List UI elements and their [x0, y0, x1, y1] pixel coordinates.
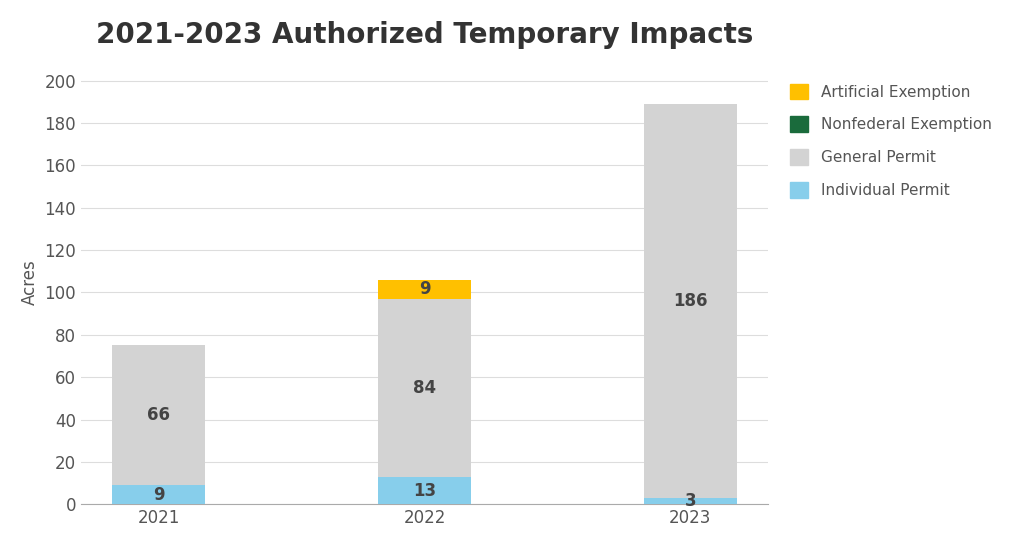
- Text: 3: 3: [684, 492, 696, 510]
- Bar: [113, 345, 205, 485]
- Text: 84: 84: [413, 379, 436, 397]
- Bar: [378, 299, 471, 477]
- Bar: [644, 104, 737, 498]
- Bar: [113, 485, 205, 504]
- Text: 9: 9: [153, 486, 165, 504]
- Title: 2021-2023 Authorized Temporary Impacts: 2021-2023 Authorized Temporary Impacts: [96, 21, 754, 49]
- Text: 9: 9: [419, 281, 430, 298]
- Y-axis label: Acres: Acres: [20, 259, 39, 305]
- Text: 13: 13: [413, 482, 436, 500]
- Bar: [644, 498, 737, 504]
- Text: 66: 66: [147, 407, 170, 424]
- Legend: Artificial Exemption, Nonfederal Exemption, General Permit, Individual Permit: Artificial Exemption, Nonfederal Exempti…: [782, 76, 999, 206]
- Bar: [378, 477, 471, 504]
- Text: 186: 186: [673, 292, 708, 310]
- Bar: [378, 280, 471, 299]
